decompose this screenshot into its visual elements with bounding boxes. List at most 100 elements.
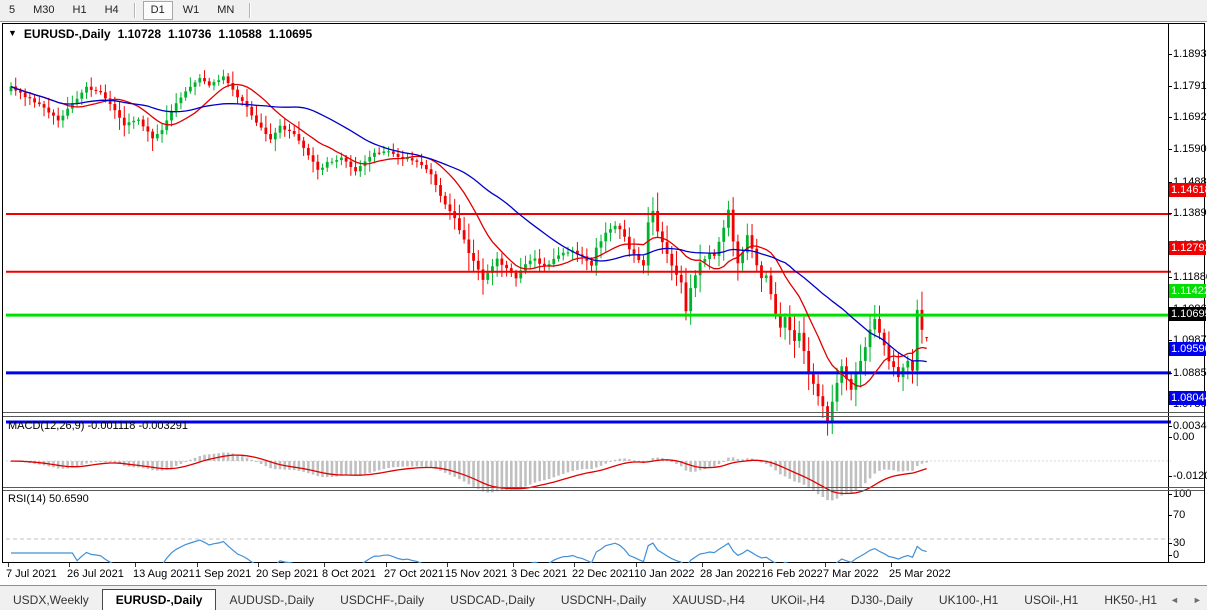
timeframe-button-w1[interactable]: W1	[182, 4, 200, 16]
pane-separator[interactable]	[3, 416, 1204, 417]
tab-xauusd-h4[interactable]: XAUUSD-,H4	[672, 593, 745, 607]
timeframe-button-d1[interactable]: D1	[142, 1, 173, 20]
symbol-tab-bar: USDX,Weekly EURUSD-,Daily AUDUSD-,Daily USD…	[0, 585, 1207, 610]
date-tick	[258, 563, 259, 567]
timeframe-button-5[interactable]: 5	[9, 4, 16, 16]
price-tick-label: 1.17910	[1173, 80, 1207, 92]
date-tick	[702, 563, 703, 567]
date-tick-label: 15 Nov 2021	[445, 568, 508, 580]
tab-scroll-left-icon[interactable]: ◄	[1170, 595, 1179, 605]
timeframe-button-h1[interactable]: H1	[72, 4, 87, 16]
ma-fast-line	[10, 83, 927, 388]
macd-value-main: -0.001118	[87, 420, 136, 432]
date-tick	[574, 563, 575, 567]
timeframe-button-mn[interactable]: MN	[217, 4, 235, 16]
date-tick	[513, 563, 514, 567]
date-tick-label: 27 Oct 2021	[384, 568, 444, 580]
rsi-tick-label: 100	[1173, 488, 1192, 500]
tab-usoil-h1[interactable]: USOil-,H1	[1024, 593, 1079, 607]
macd-name: MACD(12,26,9)	[8, 420, 85, 432]
date-tick	[386, 563, 387, 567]
macd-pane[interactable]	[6, 441, 1171, 511]
price-tick	[1168, 149, 1172, 150]
rsi-tick	[1168, 555, 1172, 556]
level-lines-group	[6, 213, 1171, 424]
rsi-value: 50.6590	[48, 493, 89, 505]
collapse-arrow-icon[interactable]: ▼	[8, 28, 17, 38]
tab-audusd-daily[interactable]: AUDUSD-,Daily	[229, 593, 315, 607]
date-tick-label: 25 Mar 2022	[889, 568, 951, 580]
price-tick	[1168, 373, 1172, 374]
price-tick	[1168, 54, 1172, 55]
date-tick-label: 22 Dec 2021	[572, 568, 635, 580]
price-tick-label: 1.11880	[1173, 271, 1207, 283]
date-axis[interactable]: 7 Jul 2021 26 Jul 2021 13 Aug 2021 1 Sep 20…	[0, 563, 1207, 585]
pane-separator[interactable]	[3, 487, 1204, 488]
rsi-tick-label: 30	[1173, 537, 1186, 549]
date-tick	[825, 563, 826, 567]
date-tick-label: 1 Sep 2021	[195, 568, 252, 580]
toolbar-separator	[249, 3, 252, 18]
timeframe-button-h4[interactable]: H4	[104, 4, 119, 16]
date-tick	[69, 563, 70, 567]
chart-header: ▼ EURUSD-,Daily 1.10728 1.10736 1.10588 …	[8, 27, 312, 41]
price-tick	[1168, 182, 1172, 183]
tab-usdcad-daily[interactable]: USDCAD-,Daily	[450, 593, 535, 607]
date-tick-label: 7 Jul 2021	[6, 568, 57, 580]
macd-indicator-label: MACD(12,26,9) -0.001118 -0.003291	[8, 420, 188, 432]
chart-window	[2, 23, 1205, 585]
tab-usdx-weekly[interactable]: USDX,Weekly	[13, 593, 89, 607]
date-tick	[891, 563, 892, 567]
date-tick	[324, 563, 325, 567]
rsi-tick	[1168, 543, 1172, 544]
date-tick	[135, 563, 136, 567]
ohlc-open: 1.10728	[117, 27, 161, 41]
candles-group	[9, 69, 929, 436]
ohlc-low: 1.10588	[218, 27, 262, 41]
rsi-tick-label: 70	[1173, 509, 1186, 521]
price-tick	[1168, 340, 1172, 341]
macd-value-signal: -0.003291	[138, 420, 189, 432]
macd-signal-line	[10, 454, 927, 495]
macd-tick-label: 0.003408	[1173, 420, 1207, 432]
price-tick	[1168, 86, 1172, 87]
tab-usdcnh-daily[interactable]: USDCNH-,Daily	[560, 593, 647, 607]
macd-tick	[1168, 476, 1172, 477]
rsi-tick	[1168, 494, 1172, 495]
price-tick-label: 1.15900	[1173, 143, 1207, 155]
main-chart-pane[interactable]	[6, 48, 1171, 436]
price-tick	[1168, 117, 1172, 118]
tab-dj30-daily[interactable]: DJ30-,Daily	[850, 593, 913, 607]
price-level-badge: 1.11422	[1168, 284, 1207, 298]
macd-tick-label: 0.00	[1173, 431, 1195, 443]
ohlc-high: 1.10736	[168, 27, 212, 41]
tab-uk100-h1[interactable]: UK100-,H1	[938, 593, 999, 607]
tab-hk50-h1[interactable]: HK50-,H1	[1104, 593, 1157, 607]
date-tick	[197, 563, 198, 567]
rsi-indicator-label: RSI(14) 50.6590	[8, 493, 89, 505]
price-level-badge: 1.09596	[1168, 342, 1207, 356]
tab-eurusd-daily[interactable]: EURUSD-,Daily	[101, 589, 217, 610]
tab-ukoil-h4[interactable]: UKOil-,H4	[770, 593, 825, 607]
ohlc-close: 1.10695	[268, 27, 313, 41]
macd-tick	[1168, 437, 1172, 438]
price-tick-label: 1.16920	[1173, 111, 1207, 123]
date-tick-label: 26 Jul 2021	[67, 568, 124, 580]
macd-tick-label: -0.01205	[1173, 470, 1207, 482]
date-tick	[8, 563, 9, 567]
pane-separator[interactable]	[3, 490, 1204, 491]
pane-separator[interactable]	[3, 412, 1204, 413]
price-tick-label: 1.18930	[1173, 48, 1207, 60]
timeframe-button-m30[interactable]: M30	[33, 4, 55, 16]
date-tick	[447, 563, 448, 567]
date-tick-label: 3 Dec 2021	[511, 568, 568, 580]
date-tick-label: 10 Jan 2022	[634, 568, 695, 580]
date-tick-label: 13 Aug 2021	[133, 568, 195, 580]
axis-divider	[1168, 23, 1169, 563]
current-price-badge: 1.10695	[1168, 307, 1207, 321]
tab-usdchf-daily[interactable]: USDCHF-,Daily	[340, 593, 425, 607]
date-tick	[636, 563, 637, 567]
tab-scroll-right-icon[interactable]: ►	[1192, 595, 1202, 605]
